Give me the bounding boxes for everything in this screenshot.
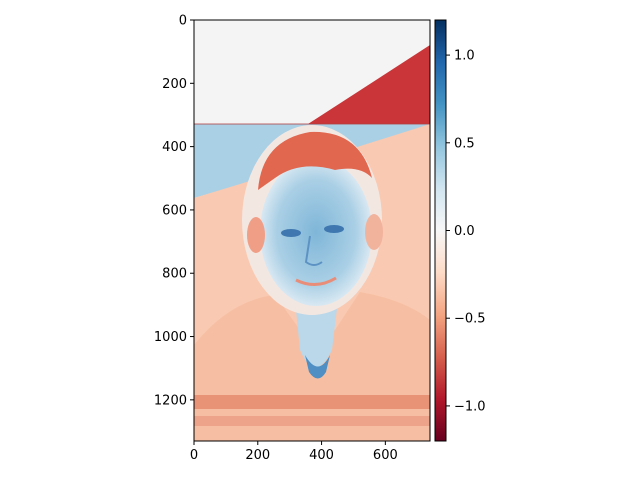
colorbar-axis: 1.0 0.5 0.0 −0.5 −1.0 xyxy=(446,49,486,414)
y-tick-label: 0 xyxy=(179,14,187,29)
mouth-shape xyxy=(295,276,337,286)
shirt-stripe xyxy=(194,395,430,409)
x-tick-label: 400 xyxy=(309,448,334,463)
collar-shadow xyxy=(305,355,330,379)
axes-frame xyxy=(193,19,431,442)
ear-right xyxy=(365,214,383,250)
eye-left xyxy=(281,229,301,237)
photo-region-border xyxy=(194,123,430,441)
y-tick-label: 1000 xyxy=(154,330,187,345)
face-shape xyxy=(260,158,372,306)
x-tick-label: 0 xyxy=(190,448,198,463)
x-axis: 0 200 400 600 xyxy=(190,441,398,463)
shirt-stripe xyxy=(194,416,430,426)
y-tick-label: 800 xyxy=(162,267,187,282)
y-tick-label: 600 xyxy=(162,203,187,218)
y-tick-label: 400 xyxy=(162,140,187,155)
colorbar-tick-label: 0.5 xyxy=(454,136,475,151)
colorbar-tick-label: 0.0 xyxy=(454,224,475,239)
colorbar-tick-label: −0.5 xyxy=(454,312,486,327)
hair-shape xyxy=(258,131,372,190)
red-diagonal-wedge xyxy=(308,45,430,124)
nose-shape xyxy=(304,235,323,266)
heatmap-image xyxy=(194,20,430,441)
y-tick-label: 200 xyxy=(162,77,187,92)
x-tick-label: 200 xyxy=(245,448,270,463)
y-axis: 0 200 400 600 800 1000 1200 xyxy=(154,14,194,408)
colorbar: 1.0 0.5 0.0 −0.5 −1.0 xyxy=(434,19,486,442)
x-tick-label: 600 xyxy=(373,448,398,463)
colorbar-tick-label: −1.0 xyxy=(454,399,486,414)
eye-right xyxy=(324,225,344,233)
neck-shape xyxy=(295,300,338,368)
colorbar-gradient xyxy=(435,20,446,441)
y-tick-label: 1200 xyxy=(154,393,187,408)
colorbar-tick-label: 1.0 xyxy=(454,49,475,64)
ear-left xyxy=(247,217,265,253)
